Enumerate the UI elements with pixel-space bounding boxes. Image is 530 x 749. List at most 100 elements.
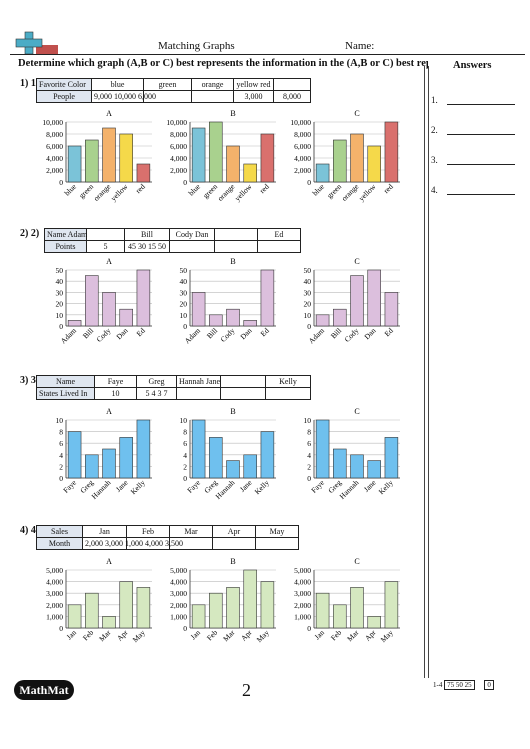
column-divider	[424, 66, 425, 678]
bar	[350, 587, 364, 629]
answer-field[interactable]	[447, 164, 515, 165]
x-tick-label: Hannah	[90, 478, 113, 501]
page-title: Matching Graphs	[158, 40, 235, 52]
graph-letter: A	[106, 557, 112, 566]
graph-letter: A	[106, 257, 112, 266]
graph-letter: B	[230, 109, 235, 118]
bar	[315, 163, 330, 183]
x-tick-label: orange	[216, 182, 237, 203]
y-tick-label: 2,000	[170, 601, 187, 610]
x-tick-label: May	[255, 628, 271, 644]
answer-field[interactable]	[447, 104, 515, 105]
x-tick-label: yellow	[233, 182, 254, 203]
y-tick-label: 8	[59, 428, 63, 437]
bar	[367, 269, 381, 327]
y-tick-label: 10	[56, 311, 64, 320]
y-tick-label: 4	[307, 451, 311, 460]
y-tick-label: 10	[180, 416, 188, 425]
x-tick-label: Hannah	[214, 478, 237, 501]
page-number: 2	[242, 680, 251, 700]
graph-letter: B	[230, 257, 235, 266]
y-tick-label: 30	[180, 288, 188, 297]
bar	[136, 269, 151, 327]
x-tick-label: Faye	[309, 478, 326, 495]
answer-number: 3.	[431, 155, 438, 165]
data-table: Favorite Color blue green orange yellow red …	[36, 78, 311, 103]
y-tick-label: 8,000	[294, 130, 311, 139]
graph-letter: B	[230, 407, 235, 416]
bar	[136, 163, 151, 183]
x-tick-label: Feb	[81, 628, 95, 642]
graph-letter: C	[354, 407, 359, 416]
score-range-label: 1-4	[433, 681, 443, 689]
y-tick-label: 2	[59, 462, 63, 471]
x-tick-label: Kelly	[377, 478, 395, 496]
bar	[384, 581, 399, 629]
y-tick-label: 50	[304, 266, 312, 275]
bar	[102, 292, 116, 327]
x-tick-label: Mar	[97, 628, 113, 644]
y-tick-label: 50	[180, 266, 188, 275]
y-tick-label: 40	[304, 277, 312, 286]
y-tick-label: 2,000	[46, 601, 63, 610]
y-tick-label: 4,000	[170, 154, 187, 163]
data-table: Sales Jan Feb Mar Apr May Month 2,000 3,000 1,…	[36, 525, 299, 550]
x-tick-label: Jane	[114, 478, 130, 494]
y-tick-label: 0	[307, 322, 311, 331]
answer-number: 4.	[431, 185, 438, 195]
y-tick-label: 2	[183, 462, 187, 471]
table-cell: Name Adam	[44, 228, 87, 241]
bar	[119, 581, 133, 629]
bar	[260, 431, 275, 479]
y-tick-label: 20	[304, 300, 312, 309]
y-tick-label: 0	[183, 624, 187, 633]
x-tick-label: Jan	[313, 628, 327, 642]
y-tick-label: 6	[183, 439, 187, 448]
bar	[333, 139, 347, 183]
y-tick-label: 10,000	[290, 118, 311, 127]
bar	[367, 460, 381, 479]
y-tick-label: 6	[307, 439, 311, 448]
y-tick-label: 30	[304, 288, 312, 297]
bar	[119, 437, 133, 479]
bar	[243, 569, 257, 629]
x-tick-label: Apr	[115, 628, 130, 643]
y-tick-label: 8	[307, 428, 311, 437]
y-tick-label: 10,000	[42, 118, 63, 127]
bar	[226, 460, 240, 479]
x-tick-label: Bill	[81, 326, 95, 340]
table-cell: Name	[36, 375, 95, 388]
y-tick-label: 4,000	[46, 578, 63, 587]
bar	[243, 454, 257, 479]
graph-letter: C	[354, 557, 359, 566]
x-tick-label: Faye	[61, 478, 78, 495]
x-tick-label: orange	[340, 182, 361, 203]
data-table: Name Faye Greg Hannah Jane Kelly States Live…	[36, 375, 311, 400]
score-zero: 0	[484, 680, 494, 690]
bar	[315, 419, 330, 479]
graph-letter: C	[354, 257, 359, 266]
x-tick-label: Jan	[65, 628, 79, 642]
answer-field[interactable]	[447, 134, 515, 135]
bar	[191, 604, 206, 629]
bar	[226, 308, 240, 327]
bar	[350, 275, 364, 327]
table-cell: People	[36, 90, 92, 103]
data-table: Name Adam Bill Cody Dan Ed Points 5 45 30 15 …	[44, 228, 301, 253]
y-tick-label: 6,000	[46, 142, 63, 151]
answer-field[interactable]	[447, 194, 515, 195]
y-tick-label: 20	[180, 300, 188, 309]
graph-letter: A	[106, 407, 112, 416]
table-cell	[257, 240, 301, 253]
y-tick-label: 5,000	[170, 566, 187, 575]
bar	[260, 581, 275, 629]
y-tick-label: 3,000	[294, 589, 311, 598]
y-tick-label: 6,000	[170, 142, 187, 151]
y-tick-label: 0	[59, 178, 63, 187]
y-tick-label: 30	[56, 288, 64, 297]
answer-number: 2.	[431, 125, 438, 135]
bar	[102, 127, 116, 183]
y-tick-label: 4,000	[46, 154, 63, 163]
y-tick-label: 10	[304, 311, 312, 320]
y-tick-label: 40	[180, 277, 188, 286]
